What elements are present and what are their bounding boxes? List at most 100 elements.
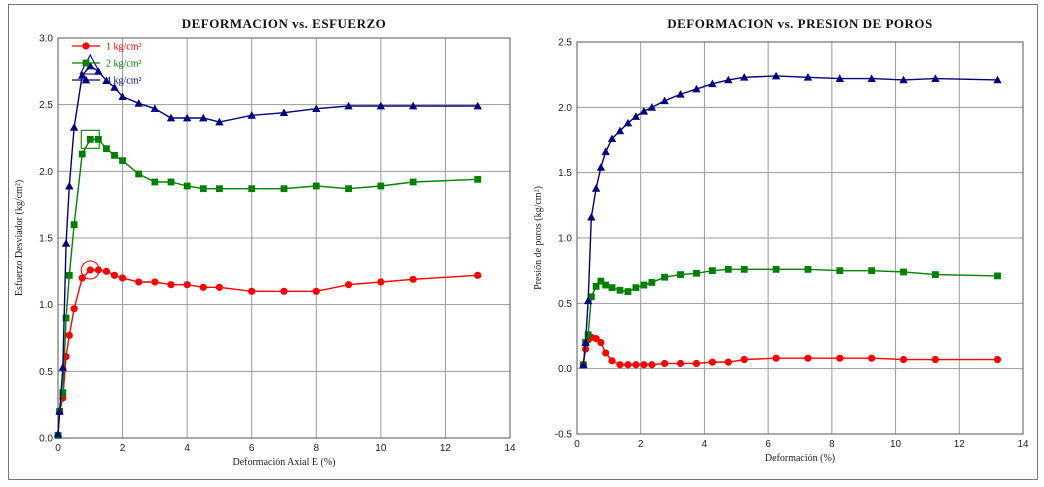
y-tick-label: 1.0 [39,300,53,311]
y-tick-label: 0.5 [558,299,572,310]
data-point-series-3 [110,83,119,91]
data-point-series-1 [94,266,102,274]
data-point-series-2 [167,178,175,186]
data-point-series-2 [661,273,669,281]
data-point-series-2 [62,314,70,322]
data-point-series-1 [661,359,669,368]
data-point-series-3 [993,75,1002,84]
data-point-series-2 [103,145,110,153]
data-point-series-1 [692,359,701,368]
data-point-series-1 [993,355,1002,364]
data-point-series-3 [78,71,87,79]
data-point-series-2 [377,182,385,190]
data-point-series-1 [676,359,685,368]
data-point-series-3 [708,79,717,88]
y-tick-label: 2.5 [39,100,53,111]
y-tick-label: 0.0 [39,434,53,445]
peak-highlight [80,129,100,149]
series-line-3 [582,75,998,365]
data-point-series-3 [771,71,781,80]
data-point-series-3 [102,76,111,85]
data-point-series-1 [110,271,119,279]
data-point-series-1 [474,271,482,279]
chart-title: DEFORMACION vs. PRESION DE POROS [667,16,933,31]
x-tick-label: 6 [249,443,255,454]
data-point-series-3 [931,74,940,82]
data-point-series-2 [216,185,223,193]
data-point-series-2 [280,185,288,193]
data-point-series-1 [215,283,224,291]
data-point-series-1 [248,287,256,295]
data-point-series-2 [111,151,118,159]
data-point-series-3 [591,184,601,192]
data-point-series-1 [602,349,610,357]
data-point-series-1 [199,283,207,291]
data-point-series-3 [166,113,176,122]
data-point-series-2 [900,268,907,276]
chart-deformacion-esfuerzo: DEFORMACION vs. ESFUERZO 0 2 4 6 8 10 12 14 0.0 0.… [14,16,516,468]
legend-label: 4 kg/cm² [106,76,142,87]
data-point-series-2 [78,150,86,158]
data-point-series-2 [740,265,748,273]
legend-label: 1 kg/cm² [106,42,142,53]
data-point-series-2 [724,265,732,273]
data-point-series-3 [631,112,641,120]
data-point-series-1 [167,281,175,289]
data-point-series-2 [931,271,939,278]
data-point-series-2 [804,265,812,273]
data-point-series-3 [376,101,386,110]
data-point-series-2 [474,175,482,183]
data-point-series-3 [312,104,321,113]
data-point-series-2 [624,288,632,295]
data-point-series-2 [584,331,592,339]
data-point-series-3 [803,73,813,81]
data-point-series-1 [312,287,320,295]
data-point-series-1 [836,354,844,362]
data-point-series-3 [639,107,649,115]
data-point-series-3 [199,113,208,122]
data-point-series-2 [602,281,610,289]
data-point-series-3 [601,147,610,156]
data-point-series-2 [640,281,648,289]
data-point-series-3 [587,212,596,221]
x-tick-label: 14 [1017,439,1029,450]
data-point-series-3 [615,126,625,135]
data-point-series-1 [740,355,748,364]
data-point-series-1 [592,335,600,343]
x-tick-label: 10 [375,443,387,454]
data-point-series-3 [676,90,685,98]
data-point-series-1 [608,357,616,365]
plot-area [57,37,511,439]
data-point-series-2 [868,267,876,275]
y-tick-label: -0.5 [555,430,573,441]
data-point-series-1 [183,281,191,289]
data-point-series-2 [59,389,67,397]
data-point-series-3 [408,101,418,110]
data-point-series-3 [182,113,192,122]
legend-marker [81,75,91,84]
data-point-series-3 [344,101,353,110]
data-point-series-3 [724,75,733,84]
data-point-series-3 [660,96,669,105]
series-line-1 [57,269,478,436]
data-point-series-2 [708,267,716,275]
data-point-series-3 [607,134,617,143]
data-point-series-3 [134,99,143,107]
data-point-series-3 [61,239,71,247]
data-point-series-2 [65,271,73,279]
data-point-series-2 [94,135,102,143]
x-tick-label: 2 [638,439,644,450]
data-point-series-1 [899,355,908,364]
x-tick-label: 8 [829,439,835,450]
x-tick-label: 2 [120,443,126,454]
data-point-series-3 [215,117,224,126]
data-point-series-2 [312,182,320,190]
data-point-series-2 [183,182,191,190]
data-point-series-3 [899,75,908,84]
data-point-series-2 [135,170,143,178]
y-tick-label: 2.5 [558,38,572,49]
data-point-series-1 [804,354,812,362]
x-axis-label: Deformación (%) [765,453,835,464]
data-point-series-2 [994,272,1001,280]
plot-area [576,41,1024,435]
